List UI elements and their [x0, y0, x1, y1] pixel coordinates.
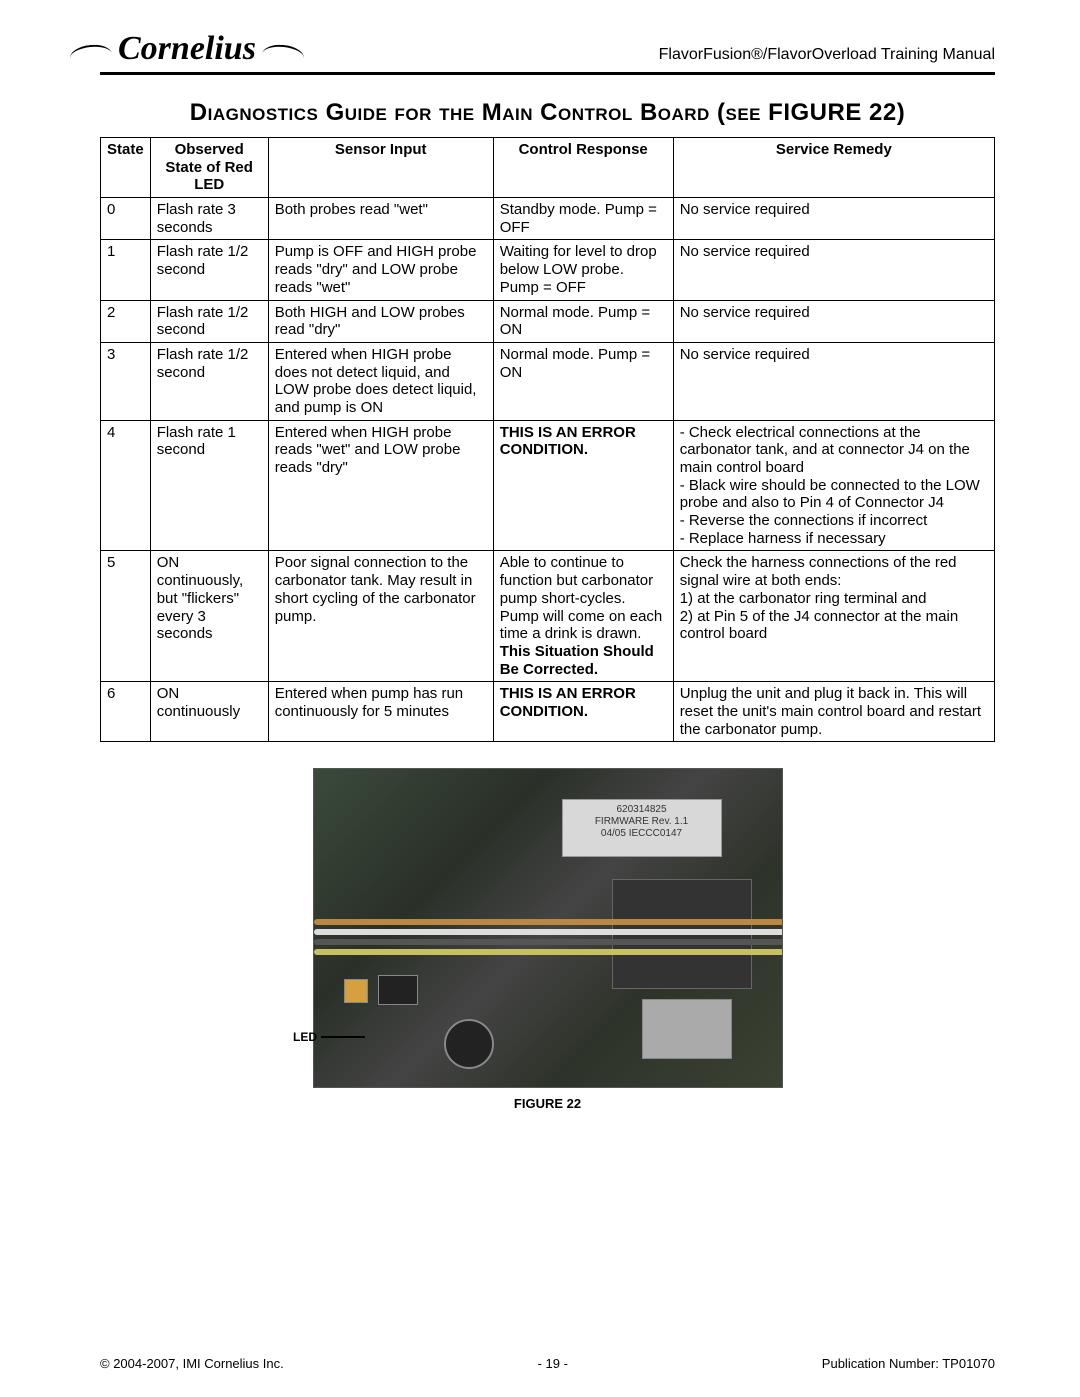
firmware-sticker: 620314825 FIRMWARE Rev. 1.1 04/05 IECCC0…	[562, 799, 722, 857]
doc-title: FlavorFusion®/FlavorOverload Training Ma…	[659, 46, 995, 68]
cell-observed: ON continuously	[150, 682, 268, 742]
cell-state: 3	[101, 342, 151, 420]
cell-observed: Flash rate 1 second	[150, 420, 268, 551]
footer-copyright: © 2004-2007, IMI Cornelius Inc.	[100, 1356, 284, 1371]
component	[642, 999, 732, 1059]
cell-remedy: Unplug the unit and plug it back in. Thi…	[673, 682, 994, 742]
control-bold: This Situation Should Be Corrected.	[500, 643, 654, 678]
chip	[344, 979, 368, 1003]
capacitor	[444, 1019, 494, 1069]
cell-sensor: Entered when pump has run continuously f…	[268, 682, 493, 742]
cell-remedy: No service required	[673, 342, 994, 420]
wire	[314, 919, 783, 925]
cell-control: THIS IS AN ERROR CONDITION.	[493, 420, 673, 551]
cell-remedy: Check the harness connections of the red…	[673, 551, 994, 682]
diagnostics-table: State Observed State of Red LED Sensor I…	[100, 137, 995, 742]
footer-publication: Publication Number: TP01070	[822, 1356, 995, 1371]
cell-observed: Flash rate 3 seconds	[150, 198, 268, 240]
sticker-line3: 04/05 IECCC0147	[567, 828, 717, 840]
control-board-photo: 620314825 FIRMWARE Rev. 1.1 04/05 IECCC0…	[313, 768, 783, 1088]
cell-remedy: No service required	[673, 240, 994, 300]
sticker-line2: FIRMWARE Rev. 1.1	[567, 816, 717, 828]
led-label-text: LED	[293, 1030, 317, 1044]
control-bold: THIS IS AN ERROR CONDITION.	[500, 424, 636, 459]
cell-observed: Flash rate 1/2 second	[150, 240, 268, 300]
cell-state: 6	[101, 682, 151, 742]
table-row: 0Flash rate 3 secondsBoth probes read "w…	[101, 198, 995, 240]
wire	[314, 949, 783, 955]
led-pointer-line	[321, 1036, 365, 1038]
cell-remedy: - Check electrical connections at the ca…	[673, 420, 994, 551]
cell-sensor: Both probes read "wet"	[268, 198, 493, 240]
wire	[314, 929, 783, 935]
cell-state: 5	[101, 551, 151, 682]
table-header-row: State Observed State of Red LED Sensor I…	[101, 138, 995, 198]
cell-sensor: Both HIGH and LOW probes read "dry"	[268, 300, 493, 342]
table-row: 4Flash rate 1 secondEntered when HIGH pr…	[101, 420, 995, 551]
col-header-control: Control Response	[493, 138, 673, 198]
cell-sensor: Entered when HIGH probe reads "wet" and …	[268, 420, 493, 551]
chip	[378, 975, 418, 1005]
cell-remedy: No service required	[673, 300, 994, 342]
page-header: Cornelius FlavorFusion®/FlavorOverload T…	[100, 30, 995, 75]
cell-observed: Flash rate 1/2 second	[150, 300, 268, 342]
led-callout: LED	[293, 1030, 365, 1044]
table-row: 2Flash rate 1/2 secondBoth HIGH and LOW …	[101, 300, 995, 342]
page-title: Diagnostics Guide for the Main Control B…	[100, 99, 995, 127]
brand-logo: Cornelius	[100, 30, 274, 68]
table-row: 5ON continuously, but "flickers" every 3…	[101, 551, 995, 682]
page-footer: © 2004-2007, IMI Cornelius Inc. - 19 - P…	[100, 1356, 995, 1371]
cell-state: 2	[101, 300, 151, 342]
footer-page-number: - 19 -	[538, 1356, 568, 1371]
cell-observed: Flash rate 1/2 second	[150, 342, 268, 420]
cell-sensor: Pump is OFF and HIGH probe reads "dry" a…	[268, 240, 493, 300]
figure-caption: FIGURE 22	[100, 1096, 995, 1111]
cell-state: 0	[101, 198, 151, 240]
col-header-sensor: Sensor Input	[268, 138, 493, 198]
table-row: 6ON continuouslyEntered when pump has ru…	[101, 682, 995, 742]
control-bold: THIS IS AN ERROR CONDITION.	[500, 685, 636, 720]
cell-control: Able to continue to function but carbona…	[493, 551, 673, 682]
sticker-line1: 620314825	[567, 804, 717, 816]
cell-state: 4	[101, 420, 151, 551]
cell-observed: ON continuously, but "flickers" every 3 …	[150, 551, 268, 682]
cell-sensor: Entered when HIGH probe does not detect …	[268, 342, 493, 420]
col-header-remedy: Service Remedy	[673, 138, 994, 198]
cell-control: Normal mode. Pump = ON	[493, 300, 673, 342]
cell-control: Normal mode. Pump = ON	[493, 342, 673, 420]
col-header-observed: Observed State of Red LED	[150, 138, 268, 198]
col-header-state: State	[101, 138, 151, 198]
table-row: 1Flash rate 1/2 secondPump is OFF and HI…	[101, 240, 995, 300]
table-row: 3Flash rate 1/2 secondEntered when HIGH …	[101, 342, 995, 420]
cell-control: THIS IS AN ERROR CONDITION.	[493, 682, 673, 742]
wire	[314, 939, 783, 945]
cell-control: Waiting for level to drop below LOW prob…	[493, 240, 673, 300]
cell-state: 1	[101, 240, 151, 300]
cell-control: Standby mode. Pump = OFF	[493, 198, 673, 240]
cell-sensor: Poor signal connection to the carbonator…	[268, 551, 493, 682]
figure-block: 620314825 FIRMWARE Rev. 1.1 04/05 IECCC0…	[100, 768, 995, 1111]
cell-remedy: No service required	[673, 198, 994, 240]
